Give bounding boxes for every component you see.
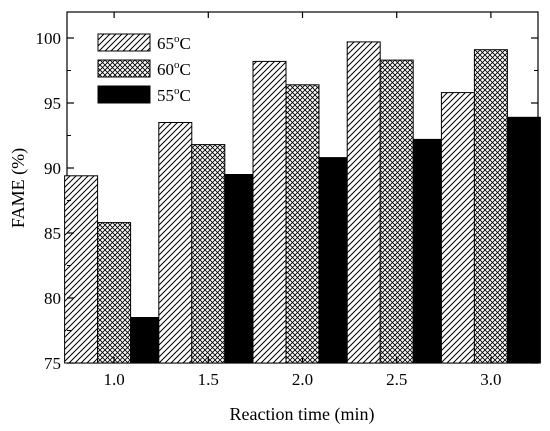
legend-swatch-55C [97, 85, 151, 104]
y-axis: 75 80 85 90 95 100 [36, 29, 538, 373]
y-tick-label: 90 [44, 159, 61, 178]
bar-55C-2.5 [412, 138, 447, 364]
x-tick-label: 3.0 [480, 370, 501, 389]
x-tick-label: 2.5 [386, 370, 407, 389]
bar-55C-1.5 [224, 174, 259, 364]
legend-label-65C: 65oC [157, 33, 191, 53]
y-tick-label: 85 [44, 224, 61, 243]
bar-65C-2.0 [252, 60, 287, 364]
x-tick-label: 1.0 [103, 370, 124, 389]
bar-60C-1.0 [97, 222, 132, 364]
legend-swatch-65C [97, 33, 151, 52]
legend-swatch-60C [97, 59, 151, 78]
bar-65C-1.0 [64, 175, 99, 364]
y-tick-label: 100 [36, 29, 62, 48]
x-tick-label: 2.0 [292, 370, 313, 389]
y-tick-label: 80 [44, 289, 61, 308]
bar-65C-1.5 [158, 122, 193, 364]
bar-60C-2.0 [285, 84, 320, 364]
bar-60C-1.5 [191, 144, 226, 364]
x-axis: 1.0 1.5 2.0 2.5 3.0 [103, 12, 502, 389]
bar-65C-3.0 [440, 92, 475, 364]
y-tick-label: 95 [44, 94, 61, 113]
bar-55C-2.0 [318, 157, 353, 364]
bar-60C-3.0 [473, 49, 508, 364]
bar-65C-2.5 [346, 41, 381, 364]
bar-55C-3.0 [506, 116, 541, 364]
y-axis-title: FAME (%) [8, 148, 29, 228]
x-axis-title: Reaction time (min) [230, 404, 375, 425]
legend-label-60C: 60oC [157, 59, 191, 79]
legend: 65oC 60oC 55oC [97, 33, 191, 105]
x-tick-label: 1.5 [198, 370, 219, 389]
legend-label-55C: 55oC [157, 85, 191, 105]
bar-60C-2.5 [379, 59, 414, 364]
y-tick-label: 75 [44, 354, 61, 373]
